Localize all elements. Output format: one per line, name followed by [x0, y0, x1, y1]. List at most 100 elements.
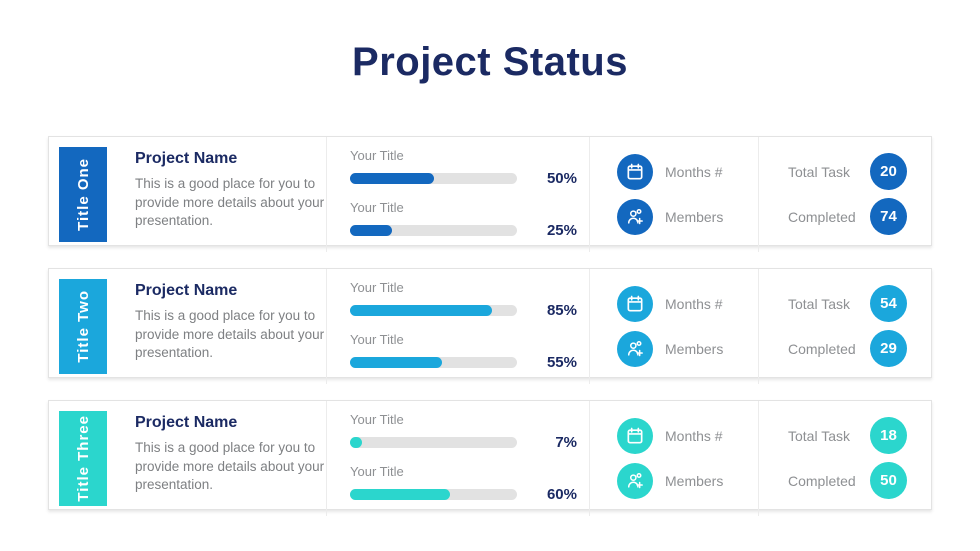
progress-percent: 85% [546, 302, 577, 319]
project-name: Project Name [135, 150, 238, 167]
project-description: This is a good place for you to provide … [135, 176, 325, 229]
progress-bar-row: 25% [350, 222, 589, 239]
progress-label: Your Title [350, 280, 404, 295]
progress-item: Your Title 60% [350, 464, 589, 503]
person-add-icon [617, 199, 653, 235]
progress-bar-row: 50% [350, 170, 589, 187]
progress-track [350, 225, 517, 236]
progress-label: Your Title [350, 332, 404, 347]
members-label: Members [665, 473, 724, 489]
months-row: Months # [617, 154, 758, 190]
progress-fill [350, 357, 442, 368]
total-task-label: Total Task [788, 427, 850, 444]
project-text-block: Project Name This is a good place for yo… [135, 137, 329, 252]
months-row: Months # [617, 418, 758, 454]
project-description: This is a good place for you to provide … [135, 440, 325, 493]
project-info-section: Title Two Project Name This is a good pl… [49, 269, 326, 384]
total-task-badge: 18 [870, 417, 907, 454]
progress-section: Your Title 50% Your Title 25% [326, 137, 589, 252]
progress-item: Your Title 55% [350, 332, 589, 371]
members-row: Members [617, 199, 758, 235]
completed-label: Completed [788, 472, 856, 489]
total-task-row: Total Task 20 [788, 153, 907, 190]
completed-badge: 74 [870, 198, 907, 235]
row-title-tab-label: Title Two [74, 290, 92, 363]
total-task-label: Total Task [788, 163, 850, 180]
row-title-tab-label: Title Three [74, 415, 92, 502]
progress-bar-row: 55% [350, 354, 589, 371]
total-task-row: Total Task 54 [788, 285, 907, 322]
stats-section: Total Task 20 Completed 74 [758, 137, 933, 252]
calendar-icon [617, 286, 653, 322]
progress-section: Your Title 85% Your Title 55% [326, 269, 589, 384]
progress-bar-row: 85% [350, 302, 589, 319]
project-text-block: Project Name This is a good place for yo… [135, 401, 329, 516]
completed-label: Completed [788, 208, 856, 225]
row-title-tab-label: Title One [74, 158, 92, 231]
project-text-block: Project Name This is a good place for yo… [135, 269, 329, 384]
progress-percent: 50% [546, 170, 577, 187]
progress-track [350, 173, 517, 184]
progress-item: Your Title 7% [350, 412, 589, 451]
progress-fill [350, 225, 392, 236]
completed-label: Completed [788, 340, 856, 357]
progress-label: Your Title [350, 412, 404, 427]
progress-fill [350, 437, 362, 448]
row-title-tab: Title One [59, 147, 107, 242]
progress-bar-row: 60% [350, 486, 589, 503]
project-name: Project Name [135, 282, 238, 299]
total-task-badge: 20 [870, 153, 907, 190]
calendar-icon [617, 154, 653, 190]
progress-fill [350, 305, 492, 316]
progress-label: Your Title [350, 200, 404, 215]
months-row: Months # [617, 286, 758, 322]
months-label: Months # [665, 296, 723, 312]
meta-section: Months # Members [589, 137, 758, 252]
completed-row: Completed 50 [788, 462, 907, 499]
progress-track [350, 489, 517, 500]
members-label: Members [665, 341, 724, 357]
members-row: Members [617, 331, 758, 367]
members-label: Members [665, 209, 724, 225]
progress-percent: 60% [546, 486, 577, 503]
meta-section: Months # Members [589, 401, 758, 516]
person-add-icon [617, 463, 653, 499]
progress-item: Your Title 25% [350, 200, 589, 239]
stats-section: Total Task 54 Completed 29 [758, 269, 933, 384]
progress-label: Your Title [350, 148, 404, 163]
progress-track [350, 305, 517, 316]
project-description: This is a good place for you to provide … [135, 308, 325, 361]
project-info-section: Title One Project Name This is a good pl… [49, 137, 326, 252]
completed-row: Completed 29 [788, 330, 907, 367]
meta-section: Months # Members [589, 269, 758, 384]
progress-percent: 7% [555, 434, 577, 451]
row-title-tab: Title Two [59, 279, 107, 374]
months-label: Months # [665, 428, 723, 444]
members-row: Members [617, 463, 758, 499]
row-title-tab: Title Three [59, 411, 107, 506]
months-label: Months # [665, 164, 723, 180]
page-title: Project Status [352, 40, 628, 84]
project-row-one: Title One Project Name This is a good pl… [48, 136, 932, 252]
total-task-badge: 54 [870, 285, 907, 322]
total-task-label: Total Task [788, 295, 850, 312]
project-rows: Title One Project Name This is a good pl… [48, 136, 932, 532]
progress-label: Your Title [350, 464, 404, 479]
completed-badge: 50 [870, 462, 907, 499]
progress-fill [350, 173, 434, 184]
progress-item: Your Title 50% [350, 148, 589, 187]
progress-track [350, 437, 517, 448]
completed-row: Completed 74 [788, 198, 907, 235]
total-task-row: Total Task 18 [788, 417, 907, 454]
project-row-three: Title Three Project Name This is a good … [48, 400, 932, 516]
progress-percent: 25% [546, 222, 577, 239]
project-info-section: Title Three Project Name This is a good … [49, 401, 326, 516]
completed-badge: 29 [870, 330, 907, 367]
progress-section: Your Title 7% Your Title 60% [326, 401, 589, 516]
progress-percent: 55% [546, 354, 577, 371]
progress-item: Your Title 85% [350, 280, 589, 319]
progress-track [350, 357, 517, 368]
progress-bar-row: 7% [350, 434, 589, 451]
project-row-two: Title Two Project Name This is a good pl… [48, 268, 932, 384]
